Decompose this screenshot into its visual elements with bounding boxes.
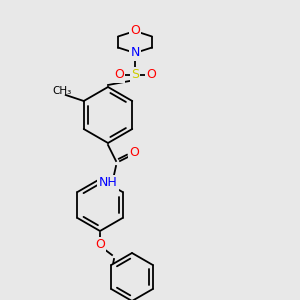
- Text: O: O: [95, 238, 105, 251]
- Text: O: O: [114, 68, 124, 82]
- Text: S: S: [131, 68, 139, 82]
- Text: CH₃: CH₃: [52, 86, 71, 96]
- Text: NH: NH: [99, 176, 117, 190]
- Text: O: O: [146, 68, 156, 82]
- Text: O: O: [129, 146, 139, 160]
- Text: O: O: [130, 25, 140, 38]
- Text: N: N: [130, 46, 140, 59]
